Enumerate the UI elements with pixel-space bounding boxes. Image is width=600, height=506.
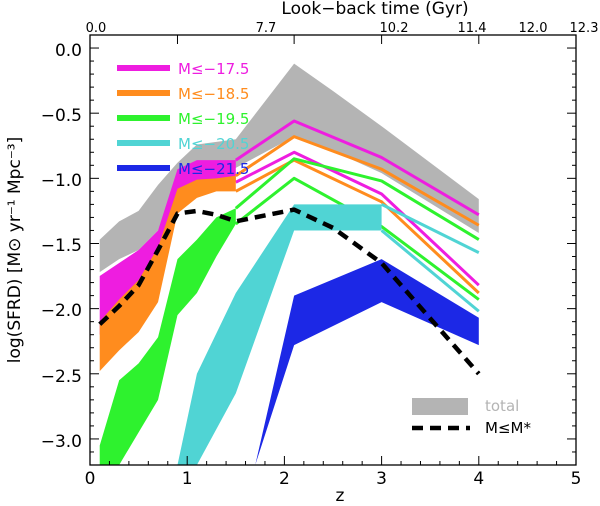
legend-bottom: total M≤M*	[412, 397, 531, 437]
plot-frame	[89, 34, 577, 466]
top-tick-label: 0.0	[86, 21, 107, 36]
series-4-lower-line	[380, 229, 480, 313]
top-tick-label: 12.0	[519, 21, 548, 36]
x-tick-labels: 0 1 2 3 4 5	[85, 469, 582, 489]
top-tick-label: 11.4	[458, 21, 487, 36]
x-tick-label: 5	[571, 469, 582, 489]
y-tick-label: −0.5	[41, 106, 82, 126]
legend-top: M≤−17.5 M≤−18.5 M≤−19.5 M≤−20.5 M≤−21.5	[117, 60, 249, 178]
y-tick-label: −1.0	[41, 171, 82, 191]
series-2-lower-line	[235, 158, 480, 295]
legend-label: M≤−20.5	[178, 135, 249, 153]
axis-ticks	[89, 34, 577, 466]
x-tick-label: 4	[473, 469, 484, 489]
series-2-band	[99, 175, 236, 372]
top-tick-label: 7.7	[256, 21, 277, 36]
top-axis-title: Look−back time (Gyr)	[281, 0, 468, 19]
series-1-upper-line	[234, 119, 480, 217]
top-tick-label: 10.2	[380, 21, 409, 36]
y-tick-label: −2.5	[41, 367, 82, 387]
legend-swatch-band	[412, 398, 468, 415]
y-tick-label: −3.0	[41, 432, 82, 452]
series-4-upper-line	[380, 203, 480, 254]
y-axis-title: log(SFRD) [M⊙ yr⁻¹ Mpc⁻³]	[5, 137, 25, 363]
x-axis-title: z	[336, 486, 345, 506]
series-4-band	[177, 204, 382, 465]
legend-label: M≤−17.5	[178, 60, 249, 78]
series-5-band	[255, 259, 479, 465]
y-tick-label: −2.0	[41, 301, 82, 321]
legend-label: M≤M*	[485, 419, 531, 437]
y-tick-labels: 0.0 −0.5 −1.0 −1.5 −2.0 −2.5 −3.0	[41, 41, 82, 452]
series-3-upper-line	[234, 157, 480, 241]
x-tick-label: 1	[182, 469, 193, 489]
series-0-band	[99, 63, 479, 273]
plot-marks	[98, 63, 481, 465]
y-tick-label: −1.5	[41, 236, 82, 256]
series-1-lower-line	[235, 150, 480, 287]
top-tick-label: 12.3	[570, 21, 599, 36]
top-tick-labels: 0.0 7.7 10.2 11.4 12.0 12.3	[86, 21, 599, 36]
series-3-lower-line	[234, 176, 480, 301]
x-tick-label: 2	[279, 469, 290, 489]
series-3-band	[99, 208, 236, 465]
x-tick-label: 0	[85, 469, 96, 489]
legend-label: M≤−19.5	[178, 110, 249, 128]
series-2-upper-line	[234, 135, 480, 227]
legend-label: M≤−21.5	[178, 160, 249, 178]
x-tick-label: 3	[376, 469, 387, 489]
series-6-dashed-line	[98, 207, 481, 376]
legend-label: total	[485, 397, 519, 415]
y-tick-label: 0.0	[55, 41, 82, 61]
legend-label: M≤−18.5	[178, 85, 249, 103]
